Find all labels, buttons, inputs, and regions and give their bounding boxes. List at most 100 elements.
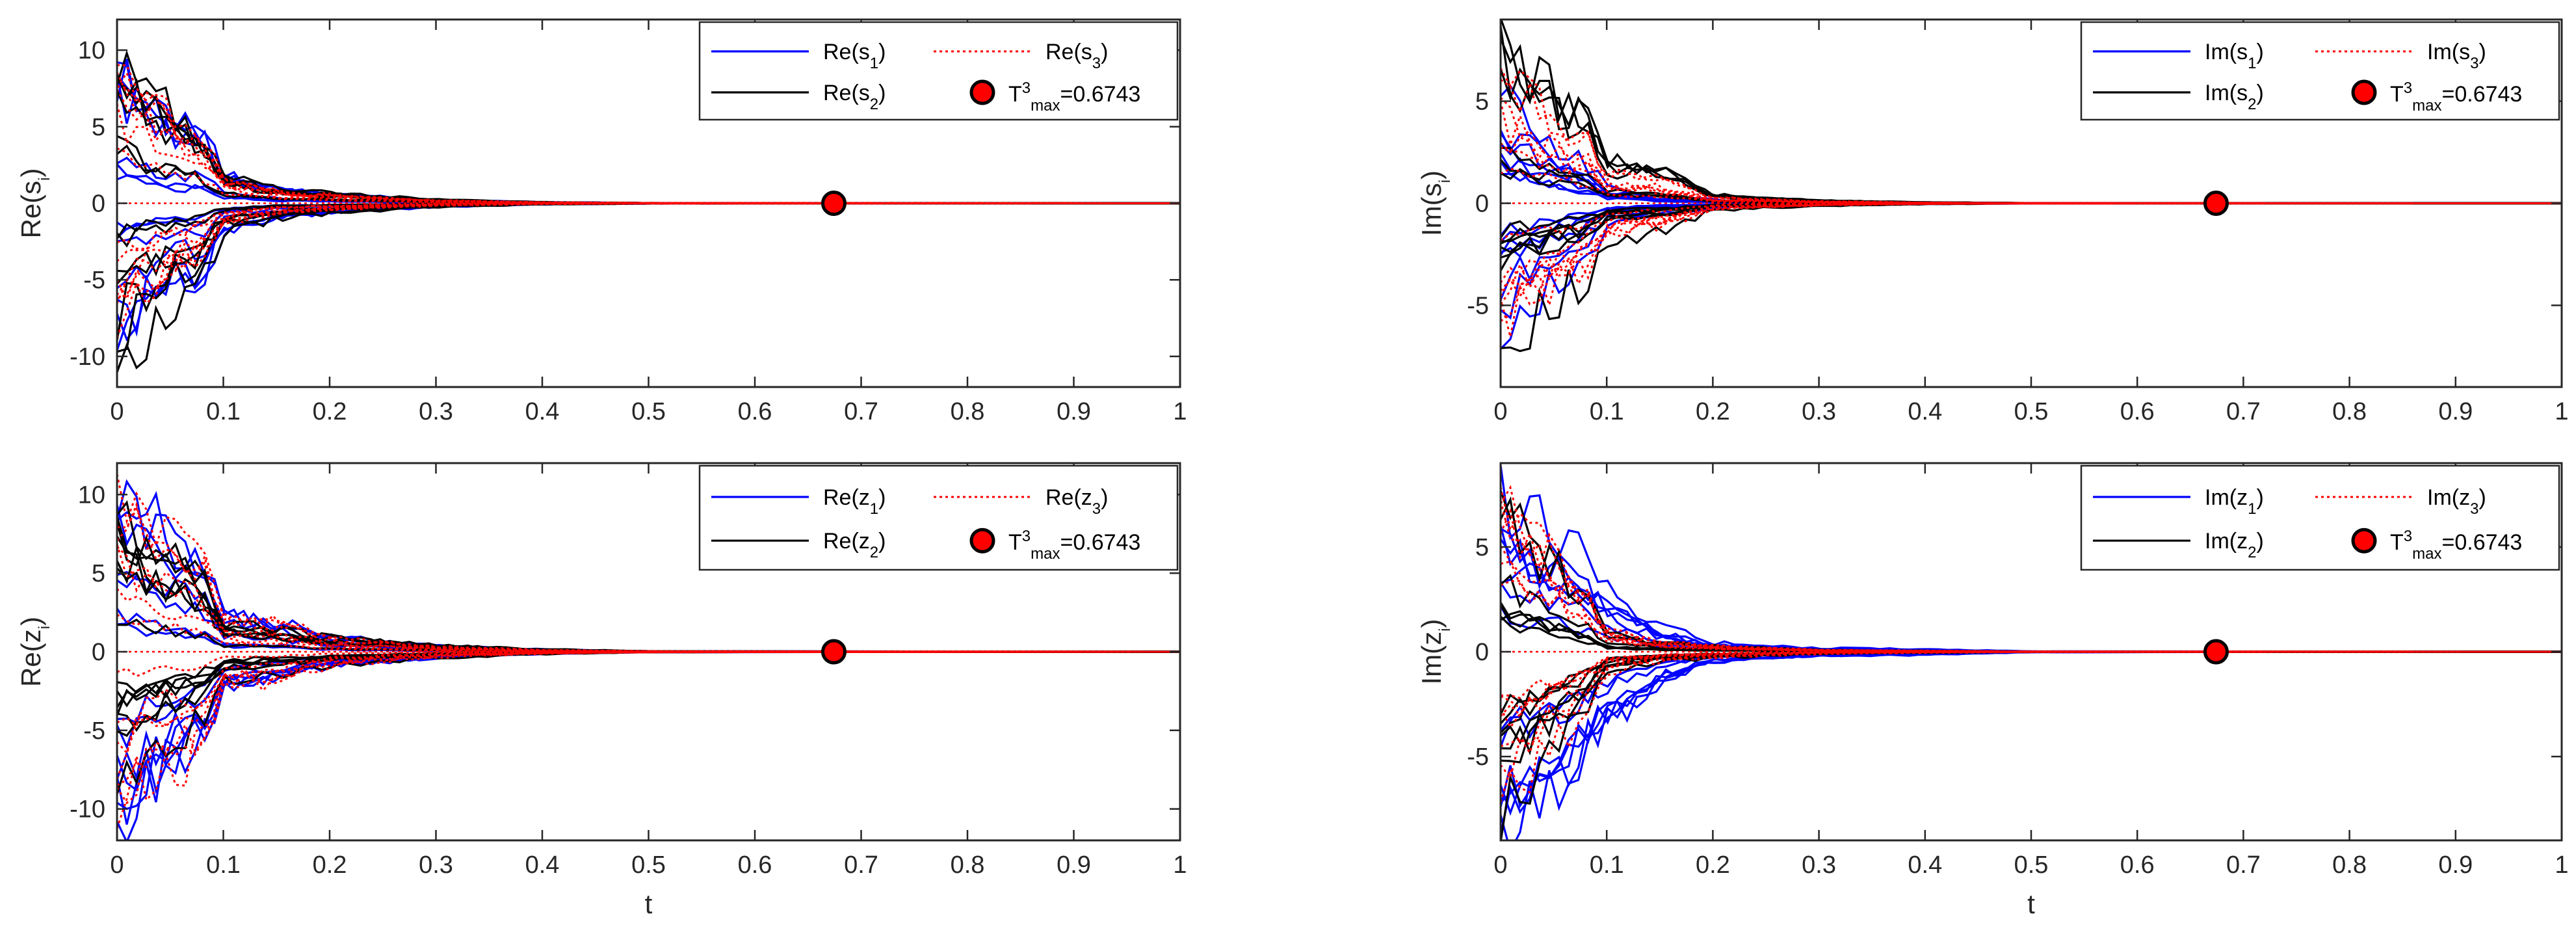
legend-main: Re(s — [1045, 40, 1092, 64]
tmax-value: =0.6743 — [2441, 530, 2522, 555]
x-tick-label: 0.7 — [2226, 398, 2261, 425]
y-tick-label: -5 — [1467, 292, 1489, 319]
y-tick-label: -5 — [1467, 743, 1489, 771]
legend-sub: 2 — [870, 96, 878, 113]
legend-sub: 1 — [2248, 55, 2256, 72]
chart-panel-im-z: 0 0.1 0.2 0.3 0.4 0.5 0.6 0.7 0.8 0.9 1-505Im(zi)t… — [1416, 462, 2569, 919]
legend-entry-tmax: T3max=0.6743 — [1008, 79, 1140, 114]
x-tick-label: 0.3 — [1802, 851, 1836, 879]
y-tick-label: -5 — [83, 717, 105, 745]
series-line-imz3 — [1501, 560, 2562, 653]
legend: Im(z1) Im(z3)Im(z2) T3max=0.6743 — [2080, 464, 2560, 571]
x-tick-label: 0.5 — [631, 398, 666, 425]
ylabel-close: ) — [1416, 170, 1447, 180]
x-tick-label: 1 — [2555, 398, 2568, 425]
series-line-rez3 — [117, 650, 1180, 755]
x-tick-label: 0.3 — [419, 851, 453, 879]
tmax-sub: max — [2412, 97, 2441, 114]
x-tick-label: 0.4 — [525, 851, 560, 879]
legend-close: ) — [1101, 40, 1108, 64]
tmax-T: T — [1008, 82, 1022, 107]
ylabel-close: ) — [16, 168, 46, 177]
legend-sub: 1 — [870, 55, 878, 72]
x-tick-label: 0.8 — [2332, 851, 2367, 879]
series-line-rez3 — [117, 650, 1180, 786]
legend-entry: Re(s1) — [823, 40, 886, 72]
x-tick-label: 0.2 — [313, 398, 347, 425]
x-tick-label: 0 — [110, 398, 124, 425]
ylabel-close: ) — [1416, 619, 1447, 628]
y-tick-label: 0 — [1475, 191, 1489, 218]
legend-close: ) — [2478, 485, 2486, 510]
tmax-sub: max — [1031, 97, 1060, 114]
x-tick-label: 0.4 — [1908, 398, 1942, 425]
legend-entry: Im(z2) — [2205, 529, 2264, 561]
ylabel-sub: i — [36, 626, 53, 629]
legend-entry: Im(s2) — [2205, 81, 2264, 113]
tmax-value: =0.6743 — [2441, 82, 2522, 107]
x-tick-label: 1 — [2555, 851, 2568, 879]
series-lines — [1501, 20, 2562, 353]
y-tick-label: -5 — [83, 267, 105, 294]
tmax-sup: 3 — [1022, 528, 1031, 545]
legend-box — [698, 21, 1179, 121]
legend-entry: Re(z3) — [1045, 485, 1108, 518]
y-tick-label: 0 — [92, 639, 105, 666]
legend-entry: Re(s3) — [1045, 40, 1108, 72]
legend-entry-tmax: T3max=0.6743 — [1008, 528, 1140, 563]
legend-main: Im(s — [2205, 81, 2248, 105]
y-tick-label: 5 — [92, 560, 105, 587]
legend: Im(s1) Im(s3)Im(s2) T3max=0.6743 — [2080, 21, 2560, 121]
y-tick-label: 10 — [78, 481, 105, 509]
legend-main: Im(z — [2427, 485, 2470, 510]
y-tick-label: 0 — [92, 191, 105, 218]
y-axis-label: Re(zi) — [16, 617, 53, 687]
legend-sub: 3 — [2470, 55, 2478, 72]
legend-close: ) — [2478, 40, 2486, 64]
y-axis-label: Im(zi) — [1416, 619, 1454, 685]
legend-main: Re(z — [1045, 485, 1092, 510]
tmax-sup: 3 — [1022, 79, 1031, 97]
legend-main: Re(z — [823, 485, 870, 510]
legend-close: ) — [2256, 81, 2263, 105]
legend-main: Im(z — [2205, 485, 2248, 510]
x-tick-label: 0.1 — [206, 398, 241, 425]
legend-entry: Im(z1) — [2205, 485, 2264, 518]
legend-close: ) — [2256, 40, 2263, 64]
series-lines — [117, 474, 1180, 840]
legend-entry: Im(s3) — [2427, 40, 2486, 72]
legend-sub: 2 — [2248, 96, 2256, 113]
legend-sub: 2 — [2248, 544, 2256, 561]
tmax-sup: 3 — [2404, 79, 2412, 97]
legend-main: Re(s — [823, 81, 870, 105]
tmax-value: =0.6743 — [1060, 530, 1140, 555]
x-tick-label: 1 — [1173, 851, 1187, 879]
chart-panel-im-s: 0 0.1 0.2 0.3 0.4 0.5 0.6 0.7 0.8 0.9 1-505Im(si)I… — [1416, 18, 2569, 425]
tmax-value: =0.6743 — [1060, 82, 1140, 107]
x-tick-label: 0.1 — [1590, 851, 1624, 879]
y-tick-label: -10 — [70, 796, 105, 823]
legend-close: ) — [878, 529, 886, 554]
legend-close: ) — [878, 485, 886, 510]
y-tick-label: 10 — [78, 37, 105, 64]
chart-panel-re-z: 0 0.1 0.2 0.3 0.4 0.5 0.6 0.7 0.8 0.9 1 -10 -5 0 5 10 Re… — [16, 462, 1187, 919]
tmax-sub: max — [1031, 545, 1060, 563]
series-lines — [117, 49, 1180, 373]
x-tick-label: 1 — [1173, 398, 1187, 425]
x-tick-label: 0.1 — [1590, 398, 1624, 425]
x-tick-label: 0.2 — [313, 851, 347, 879]
y-tick-label: 5 — [1475, 534, 1489, 561]
series-line-ims3 — [1501, 142, 2562, 204]
legend-close: ) — [878, 40, 886, 64]
series-line-rez3 — [117, 474, 1180, 653]
legend-box — [2080, 464, 2560, 571]
x-axis-label: t — [645, 889, 653, 919]
x-tick-label: 0.2 — [1696, 851, 1730, 879]
legend-close: ) — [2256, 485, 2263, 510]
series-line-imz3 — [1501, 650, 2562, 755]
series-lines — [1501, 465, 2562, 840]
y-tick-label: 5 — [92, 114, 105, 141]
legend-main: Im(s — [2205, 40, 2248, 64]
legend-box — [2080, 21, 2560, 121]
legend-entry: Re(z1) — [823, 485, 886, 518]
